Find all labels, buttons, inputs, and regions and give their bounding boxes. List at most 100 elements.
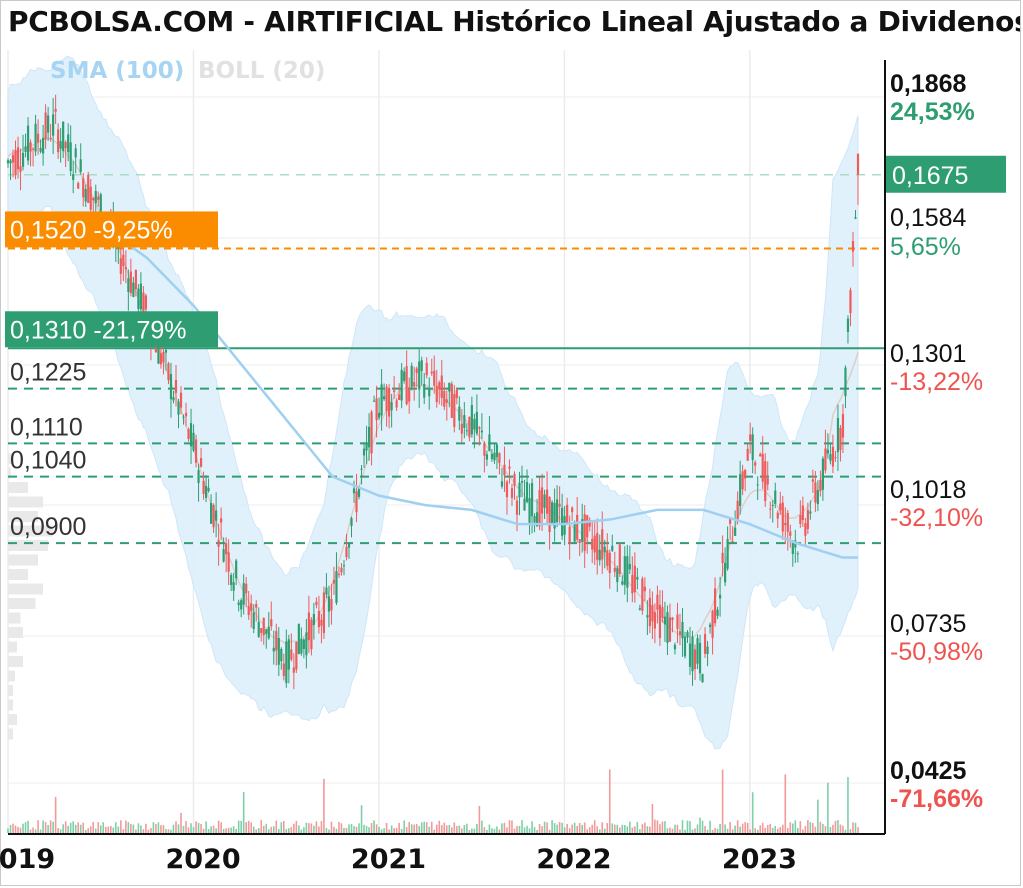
volume-bar <box>618 827 621 833</box>
volume-bar <box>694 828 696 833</box>
level-tag-orange <box>5 211 218 248</box>
volume-bar <box>7 828 9 833</box>
candle-body <box>739 474 742 507</box>
volume-bar <box>275 820 278 833</box>
volume-bar <box>345 827 348 833</box>
candle-body <box>686 632 689 638</box>
volume-bar <box>107 826 110 833</box>
volume-bar <box>157 822 160 833</box>
volume-profile-bar <box>8 511 38 522</box>
volume-bar <box>325 828 328 833</box>
candle-body <box>769 508 772 510</box>
candle-body <box>523 498 526 511</box>
candle-body <box>127 278 130 292</box>
candle-body <box>601 529 604 560</box>
volume-bar <box>498 829 501 833</box>
candle-body <box>59 141 62 149</box>
candle-body <box>498 452 501 463</box>
volume-bar <box>125 820 127 833</box>
volume-bar <box>252 826 255 833</box>
candle-body <box>616 568 619 582</box>
volume-bar <box>518 825 521 833</box>
volume-profile-bar <box>8 540 48 551</box>
volume-bar <box>425 822 428 833</box>
candle-body <box>390 402 393 411</box>
volume-bar <box>792 823 794 833</box>
volume-bar <box>528 828 531 833</box>
support-level-label: 0,1225 <box>10 359 86 387</box>
candle-body <box>448 382 451 392</box>
candle-body <box>89 186 92 210</box>
volume-bar <box>335 828 338 833</box>
volume-bar <box>180 812 182 833</box>
candle-body <box>312 614 315 625</box>
volume-bar <box>172 824 175 833</box>
volume-bar <box>739 826 741 833</box>
volume-bar <box>576 825 578 833</box>
volume-bar <box>719 823 721 833</box>
volume-bar <box>684 829 686 833</box>
candle-body <box>475 411 478 434</box>
candle-body <box>683 636 687 657</box>
candle-body <box>508 466 511 469</box>
candle-body <box>142 292 145 321</box>
candle-body <box>245 583 248 594</box>
candle-body <box>167 363 170 381</box>
volume-bar <box>676 824 679 833</box>
candle-body <box>79 159 82 172</box>
candle-body <box>350 518 353 526</box>
volume-bar <box>272 826 275 833</box>
volume-bar <box>32 827 34 833</box>
volume-bar <box>378 826 380 833</box>
candle-body <box>292 667 295 673</box>
candle-body <box>97 196 100 200</box>
volume-bar <box>541 826 543 833</box>
candle-body <box>628 564 631 570</box>
volume-bar <box>588 827 591 833</box>
candle-body <box>831 446 835 467</box>
volume-bar <box>54 796 57 833</box>
volume-bar <box>47 825 49 833</box>
volume-bar <box>373 820 375 833</box>
candle-body <box>799 515 802 524</box>
volume-bar <box>285 829 288 833</box>
volume-bar <box>598 829 601 833</box>
candle-body <box>766 478 769 485</box>
volume-bar <box>89 826 92 833</box>
candle-body <box>222 549 225 562</box>
volume-bar <box>488 824 491 833</box>
volume-bar <box>185 821 187 833</box>
candle-body <box>157 337 160 364</box>
candle-body <box>721 552 724 564</box>
candle-body <box>736 500 739 520</box>
candle-body <box>706 646 709 654</box>
volume-bar <box>343 827 345 833</box>
volume-bar <box>69 822 72 833</box>
volume-bar <box>375 824 378 833</box>
candle-body <box>433 370 436 386</box>
volume-bar <box>267 829 270 833</box>
volume-bar <box>242 791 245 833</box>
volume-bar <box>473 828 476 833</box>
volume-bar <box>596 826 599 833</box>
level-lines <box>8 174 885 545</box>
volume-bar <box>651 803 654 833</box>
volume-bar <box>390 825 393 833</box>
volume-bar <box>137 823 140 833</box>
price-candles <box>6 94 860 690</box>
candle-body <box>658 604 662 639</box>
candle-body <box>367 426 371 448</box>
volume-bar <box>593 820 596 833</box>
x-tick-label: 2020 <box>165 844 240 875</box>
volume-bar <box>295 820 298 833</box>
volume-bar <box>405 827 408 833</box>
volume-bar <box>634 826 636 833</box>
candle-body <box>21 152 25 167</box>
candle-body <box>403 371 406 381</box>
candle-body <box>435 385 438 403</box>
candle-body <box>729 518 732 524</box>
candle-body <box>708 624 712 627</box>
volume-bar <box>453 822 456 833</box>
volume-bar <box>155 824 157 833</box>
candle-body <box>232 582 235 591</box>
